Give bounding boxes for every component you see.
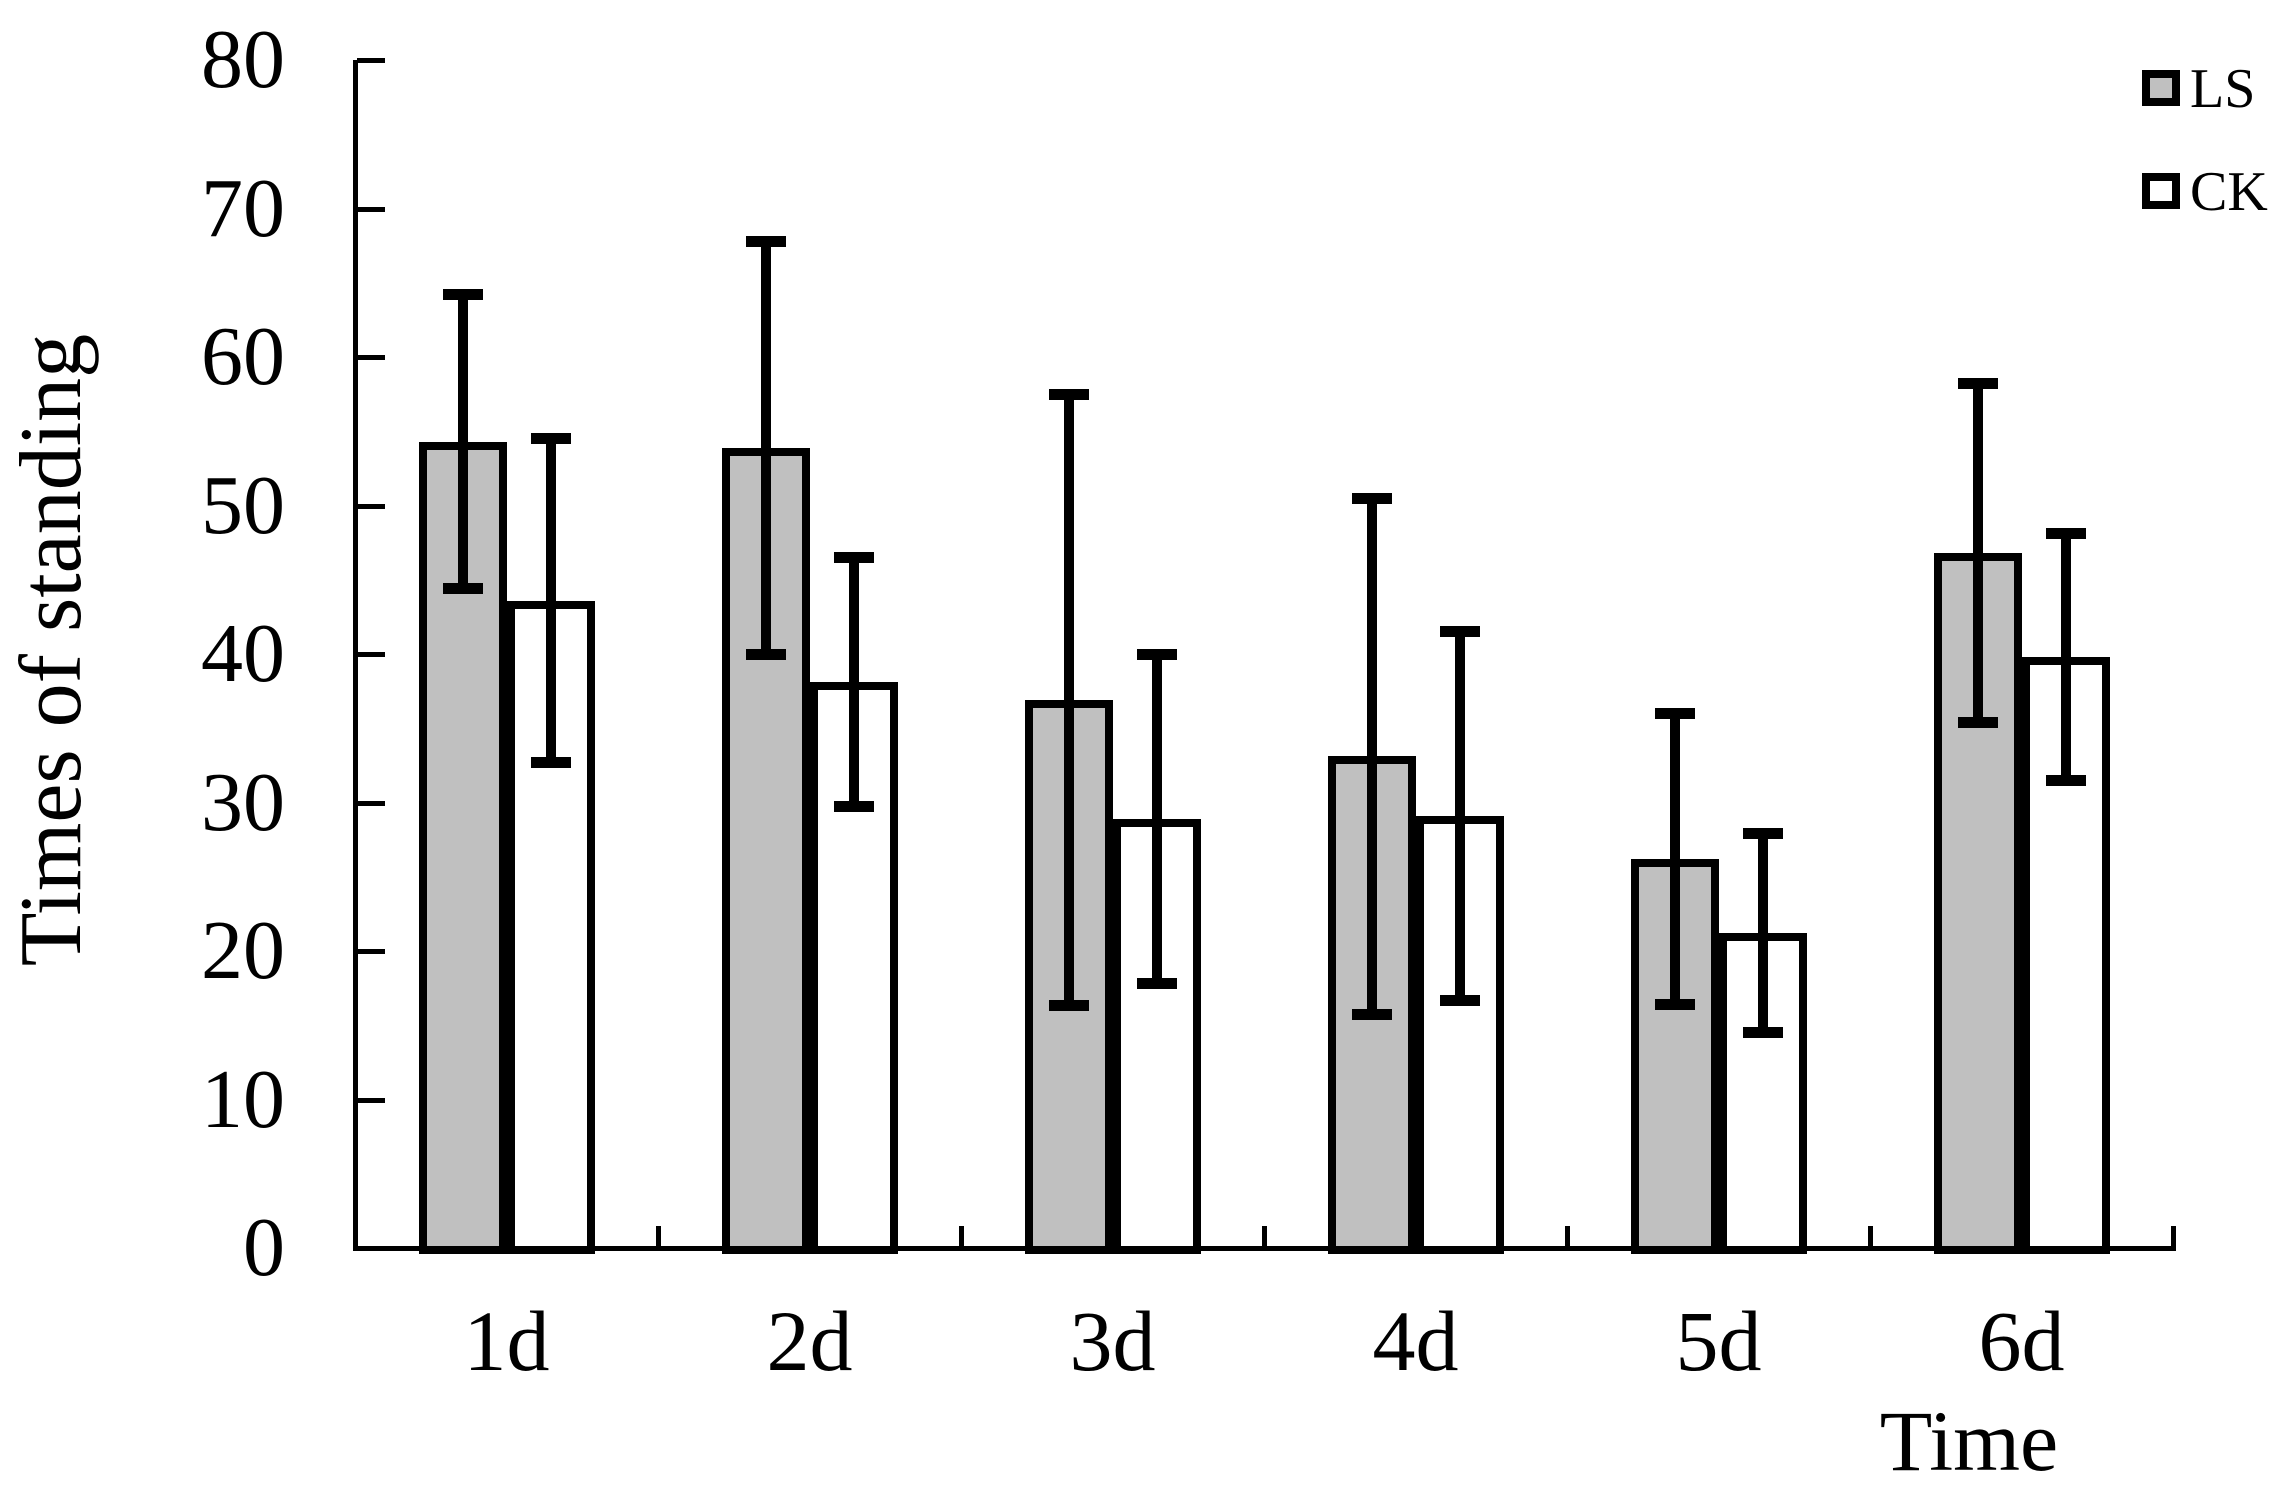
x-tick-2 <box>959 1226 964 1248</box>
x-axis-title: Time <box>1879 1393 2059 1489</box>
x-tick-label-5d: 5d <box>1675 1293 1762 1389</box>
errorbar-ck-1d-bottom-cap <box>530 756 571 768</box>
errorbar-ck-5d-line <box>1757 833 1768 1033</box>
errorbar-ck-3d-line <box>1151 654 1162 984</box>
errorbar-ls-6d-line <box>1972 383 1983 723</box>
errorbar-ck-5d-bottom-cap <box>1742 1027 1783 1039</box>
errorbar-ck-4d-line <box>1454 631 1465 1000</box>
legend-label-ck: CK <box>2190 161 2268 223</box>
errorbar-ck-5d-top-cap <box>1742 828 1783 840</box>
y-tick-label-10: 10 <box>201 1052 285 1146</box>
y-tick-10 <box>357 1097 385 1103</box>
y-tick-label-80: 80 <box>201 13 285 106</box>
errorbar-ck-4d-top-cap <box>1439 626 1480 638</box>
x-tick-5 <box>1868 1226 1873 1248</box>
x-tick-1 <box>656 1226 661 1248</box>
y-tick-80 <box>357 58 385 63</box>
errorbar-ls-4d-line <box>1366 498 1377 1015</box>
errorbar-ck-1d-top-cap <box>530 433 571 445</box>
y-tick-label-70: 70 <box>201 161 285 255</box>
errorbar-ls-2d-top-cap <box>745 235 786 247</box>
x-tick-label-1d: 1d <box>463 1293 550 1389</box>
y-tick-70 <box>357 206 385 212</box>
errorbar-ck-6d-line <box>2060 533 2071 781</box>
y-axis-line <box>353 60 358 1251</box>
errorbar-ls-6d-bottom-cap <box>1957 716 1998 728</box>
y-tick-50 <box>357 503 385 509</box>
x-tick-6 <box>2171 1226 2176 1248</box>
errorbar-ls-1d-line <box>457 294 468 589</box>
errorbar-ls-1d-bottom-cap <box>442 583 483 595</box>
errorbar-ls-5d-bottom-cap <box>1654 998 1695 1010</box>
x-tick-label-2d: 2d <box>766 1293 853 1389</box>
bar-ls-2d <box>721 447 810 1254</box>
errorbar-ck-3d-bottom-cap <box>1136 978 1177 990</box>
x-tick-label-4d: 4d <box>1372 1293 1459 1389</box>
errorbar-ls-5d-line <box>1669 713 1680 1005</box>
y-tick-label-20: 20 <box>201 904 285 997</box>
errorbar-ls-2d-bottom-cap <box>745 648 786 660</box>
errorbar-ls-3d-top-cap <box>1048 388 1089 400</box>
y-tick-60 <box>357 355 385 360</box>
errorbar-ls-1d-top-cap <box>442 289 483 301</box>
y-tick-label-30: 30 <box>201 755 285 849</box>
x-tick-label-3d: 3d <box>1069 1293 1156 1389</box>
errorbar-ls-5d-top-cap <box>1654 707 1695 719</box>
y-tick-20 <box>357 949 385 954</box>
legend-swatch-ls-icon <box>2142 70 2180 106</box>
x-tick-label-6d: 6d <box>1978 1293 2065 1389</box>
errorbar-ck-2d-line <box>848 557 859 807</box>
errorbar-ck-1d-line <box>545 438 556 763</box>
errorbar-ck-3d-top-cap <box>1136 648 1177 660</box>
y-tick-30 <box>357 800 385 806</box>
errorbar-ck-4d-bottom-cap <box>1439 994 1480 1006</box>
errorbar-ck-2d-bottom-cap <box>833 801 874 813</box>
bar-ck-1d <box>506 600 595 1254</box>
errorbar-ck-6d-bottom-cap <box>2045 774 2086 786</box>
x-tick-3 <box>1262 1226 1267 1248</box>
legend-swatch-ck-icon <box>2142 173 2180 209</box>
errorbar-ls-3d-line <box>1063 394 1074 1006</box>
y-tick-40 <box>357 652 385 657</box>
y-tick-label-50: 50 <box>201 458 285 552</box>
errorbar-ck-6d-top-cap <box>2045 528 2086 540</box>
errorbar-ls-2d-line <box>760 241 771 654</box>
errorbar-ls-3d-bottom-cap <box>1048 1000 1089 1012</box>
errorbar-ls-4d-top-cap <box>1351 492 1392 504</box>
errorbar-ls-4d-bottom-cap <box>1351 1009 1392 1021</box>
x-tick-4 <box>1565 1226 1570 1248</box>
errorbar-ck-2d-top-cap <box>833 551 874 563</box>
y-tick-label-0: 0 <box>243 1201 285 1294</box>
y-tick-label-40: 40 <box>201 607 285 700</box>
x-axis-line <box>353 1246 2176 1251</box>
y-tick-label-60: 60 <box>201 310 285 403</box>
errorbar-ls-6d-top-cap <box>1957 378 1998 390</box>
legend-label-ls: LS <box>2190 58 2256 120</box>
